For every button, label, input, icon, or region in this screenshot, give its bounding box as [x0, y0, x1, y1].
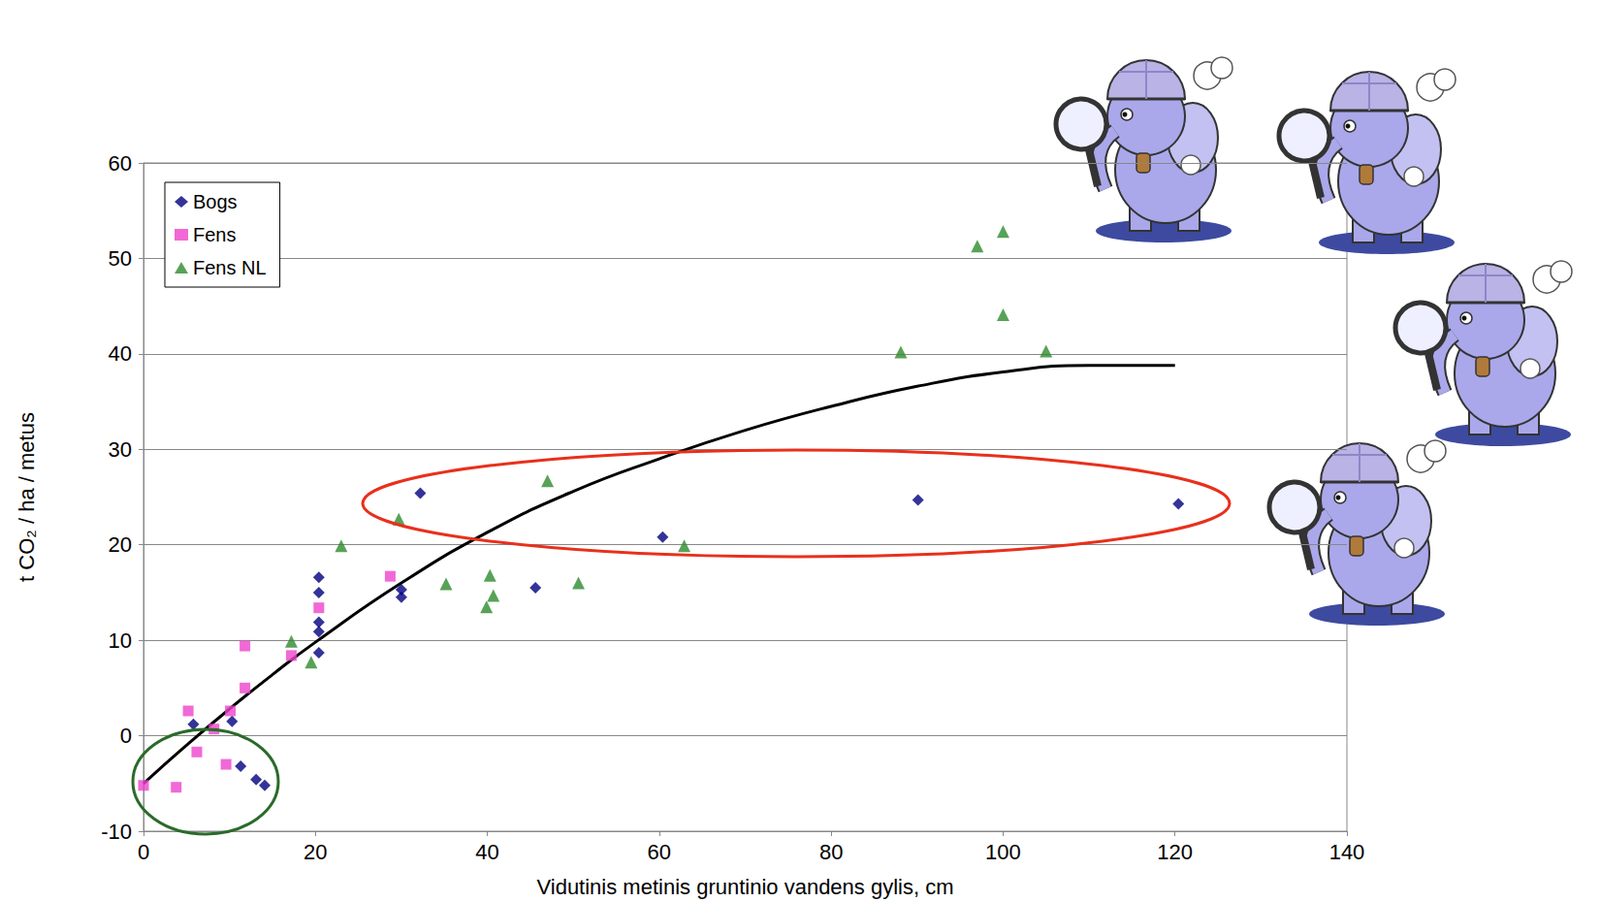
- svg-text:Fens: Fens: [192, 224, 236, 246]
- svg-text:10: 10: [108, 628, 132, 653]
- svg-text:0: 0: [137, 839, 150, 864]
- svg-text:t CO₂ / ha / metus: t CO₂ / ha / metus: [14, 412, 39, 582]
- svg-text:40: 40: [108, 341, 132, 366]
- svg-text:Fens NL: Fens NL: [192, 256, 267, 279]
- svg-text:Bogs: Bogs: [192, 191, 238, 213]
- svg-text:30: 30: [108, 437, 132, 462]
- svg-text:0: 0: [120, 723, 132, 748]
- svg-text:Vidutinis metinis gruntinio va: Vidutinis metinis gruntinio vandens gyli…: [536, 874, 954, 899]
- svg-text:20: 20: [303, 839, 327, 864]
- svg-text:140: 140: [1329, 839, 1366, 864]
- svg-text:60: 60: [108, 151, 132, 176]
- svg-text:20: 20: [108, 532, 132, 557]
- svg-text:80: 80: [819, 839, 843, 864]
- svg-text:120: 120: [1156, 839, 1193, 864]
- svg-text:60: 60: [647, 839, 672, 864]
- svg-text:50: 50: [108, 246, 132, 271]
- svg-text:-10: -10: [100, 819, 132, 844]
- svg-text:40: 40: [475, 839, 499, 864]
- svg-text:100: 100: [985, 839, 1022, 864]
